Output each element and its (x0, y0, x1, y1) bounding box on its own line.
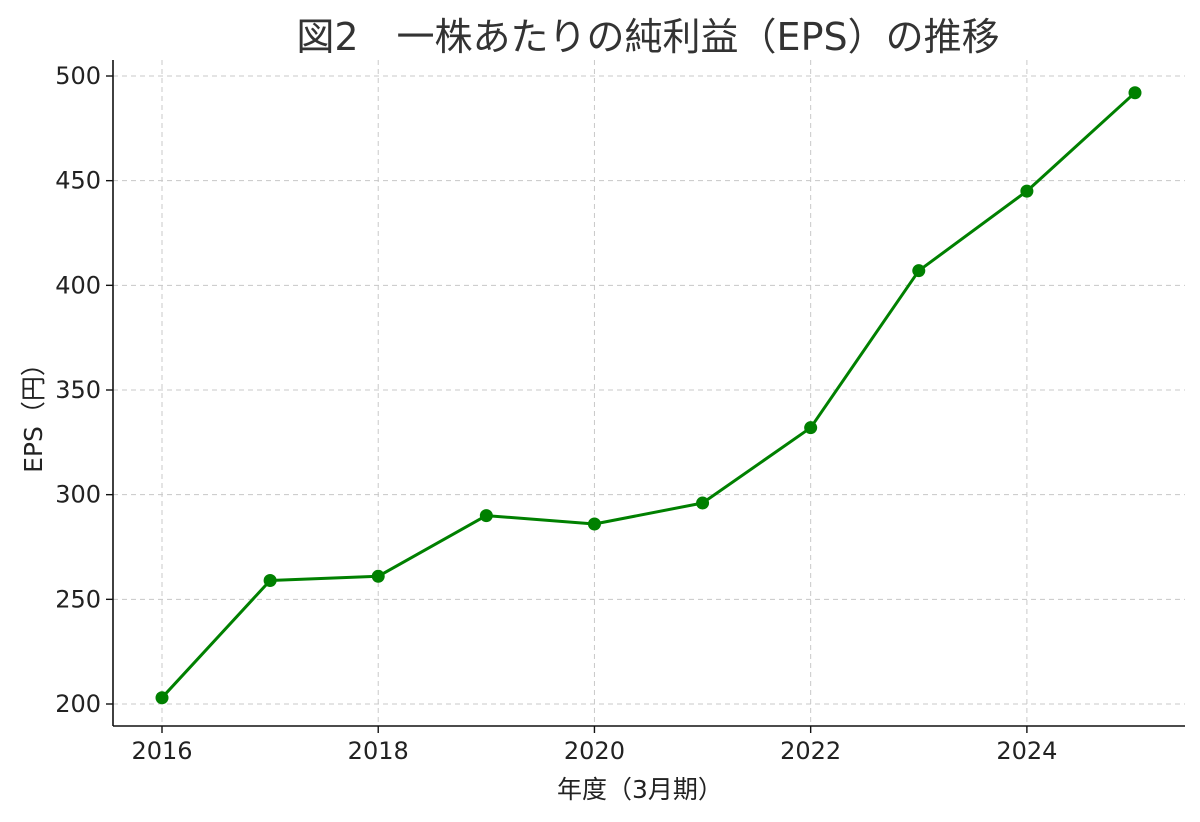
series-line (160, 91, 1137, 700)
data-point (804, 421, 818, 435)
x-tick-label: 2024 (996, 737, 1057, 765)
y-tick-label: 350 (55, 376, 101, 404)
data-point (479, 509, 493, 523)
y-tick-label: 250 (55, 585, 101, 613)
y-tick-label: 300 (55, 481, 101, 509)
x-tick-label: 2018 (348, 737, 409, 765)
x-tick-label: 2016 (131, 737, 192, 765)
series (155, 86, 1142, 705)
axes (112, 60, 1185, 727)
y-tick-label: 400 (55, 271, 101, 299)
x-axis-label: 年度（3月期） (557, 775, 723, 804)
data-point (587, 517, 601, 531)
y-tick-label: 450 (55, 167, 101, 195)
data-point (155, 691, 169, 705)
x-tick-label: 2022 (780, 737, 841, 765)
data-point (696, 496, 710, 510)
chart-title: 図2 一株あたりの純利益（EPS）の推移 (296, 15, 999, 59)
y-axis-label: EPS（円） (19, 351, 48, 473)
data-point (263, 573, 277, 587)
data-point (371, 569, 385, 583)
data-point (912, 264, 926, 278)
x-tick-label: 2020 (564, 737, 625, 765)
y-tick-label: 200 (55, 690, 101, 718)
ticks: 200 250 300 350 400 450 500 2016 2018 2020 2022 202… (55, 62, 1057, 765)
data-point (1128, 86, 1142, 100)
y-tick-label: 500 (55, 62, 101, 90)
grid (113, 60, 1185, 726)
data-point (1020, 184, 1034, 198)
